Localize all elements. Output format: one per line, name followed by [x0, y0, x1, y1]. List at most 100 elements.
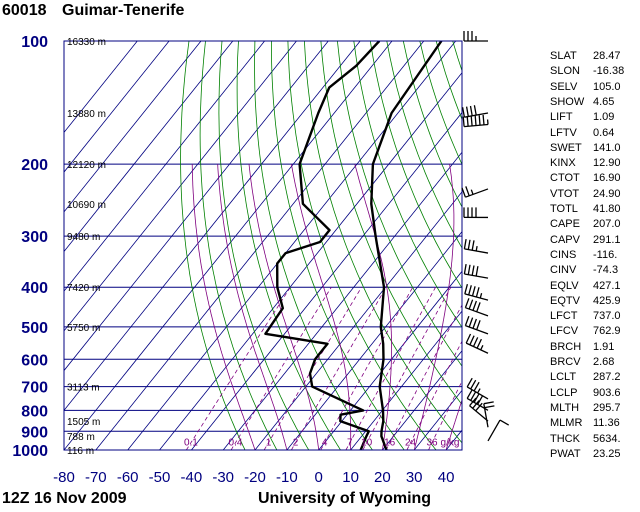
index-name: THCK — [550, 432, 580, 445]
index-value: 23.25 — [593, 447, 621, 460]
index-name: MLTH — [550, 401, 580, 414]
index-name: EQTV — [550, 294, 580, 307]
pressure-tick-label: 400 — [21, 280, 48, 297]
mixing-ratio-line — [320, 287, 414, 450]
isotherm-line — [64, 41, 138, 134]
dry-adiabat-line — [353, 41, 462, 329]
temperature-tick-label: -80 — [53, 469, 75, 486]
height-label: 7420 m — [67, 283, 100, 294]
index-name: SLAT — [550, 50, 577, 62]
index-value: 425.9 — [593, 294, 621, 307]
wind-barb — [465, 333, 489, 354]
wind-barb — [462, 114, 489, 128]
index-name: CINS — [550, 248, 577, 261]
index-value: 0.64 — [593, 126, 615, 139]
height-label: 788 m — [67, 432, 95, 443]
wind-barb — [463, 31, 488, 42]
pressure-tick-label: 900 — [21, 424, 48, 441]
index-value: 762.9 — [593, 325, 621, 338]
wind-barb — [464, 315, 489, 335]
moist-adiabat-line — [217, 164, 288, 450]
index-value: 28.47 — [593, 50, 621, 62]
dry-adiabat-line — [337, 41, 462, 367]
mixing-ratio-line — [185, 286, 291, 450]
pressure-tick-label: 600 — [21, 352, 48, 369]
index-name: SWET — [550, 141, 582, 154]
mixing-ratio-line — [428, 380, 462, 450]
wind-barb — [487, 419, 510, 442]
moist-adiabat-line — [413, 164, 455, 450]
isotherm-line — [64, 41, 170, 173]
index-value: 737.0 — [593, 310, 621, 323]
temperature-tick-label: 10 — [342, 469, 359, 486]
index-value: 427.1 — [593, 279, 621, 292]
index-value: 24.90 — [593, 187, 621, 200]
height-label: 16330 m — [67, 37, 106, 48]
sounding-time: 12Z 16 Nov 2009 — [2, 490, 127, 507]
index-name: BRCH — [550, 340, 582, 353]
isotherm-line — [254, 191, 462, 450]
index-value: -16.38 — [593, 65, 625, 78]
isotherm-line — [64, 41, 329, 372]
wind-barb — [461, 105, 489, 118]
temperature-tick-label: -60 — [117, 469, 139, 486]
pressure-tick-label: 100 — [21, 34, 48, 51]
index-value: 16.90 — [593, 172, 621, 185]
mixing-ratio-label: 1 — [266, 438, 272, 449]
index-name: LCLT — [550, 371, 577, 384]
index-value: 1.09 — [593, 111, 615, 124]
mixing-ratio-line — [291, 286, 387, 450]
mixing-ratio-label: 4 — [322, 438, 328, 449]
isotherm-line — [191, 111, 462, 450]
isotherm-line — [127, 41, 457, 450]
dry-adiabat-line — [236, 41, 341, 450]
wind-barb — [461, 186, 489, 198]
temperature-tick-label: -70 — [85, 469, 107, 486]
mixing-ratio-label: 36 — [426, 438, 438, 449]
temperature-tick-label: 20 — [374, 469, 391, 486]
wind-barb — [463, 207, 489, 219]
wind-barb — [483, 401, 495, 428]
index-name: SLON — [550, 65, 580, 78]
height-label: 12120 m — [67, 160, 106, 171]
height-label: 1505 m — [67, 417, 100, 428]
dewpoint-profile-line — [264, 41, 381, 450]
temperature-profile-line — [370, 41, 443, 450]
index-value: 295.7 — [593, 401, 621, 414]
index-value: 141.0 — [593, 141, 621, 154]
temperature-tick-label: -20 — [244, 469, 266, 486]
isotherm-line — [64, 41, 361, 411]
index-name: BRCV — [550, 356, 581, 368]
index-value: 2.68 — [593, 356, 615, 368]
pressure-tick-label: 1000 — [12, 443, 48, 460]
temperature-tick-label: -50 — [149, 469, 171, 486]
index-name: KINX — [550, 157, 576, 170]
dry-adiabat-line — [402, 41, 462, 208]
index-name: LFCV — [550, 325, 579, 338]
mixing-ratio-line — [230, 286, 332, 450]
wind-barb — [464, 284, 489, 301]
height-label: 13880 m — [67, 109, 106, 120]
mixing-ratio-label: 2 — [293, 438, 299, 449]
wind-barb — [469, 397, 489, 422]
mixing-ratio-label: 16 — [384, 438, 396, 449]
isotherm-line — [64, 41, 297, 332]
index-name: LFTV — [550, 126, 577, 139]
index-name: LIFT — [550, 111, 573, 124]
isotherm-line — [64, 41, 234, 253]
temperature-tick-label: -30 — [212, 469, 234, 486]
dry-adiabat-line — [180, 41, 246, 450]
isotherm-line — [286, 231, 462, 450]
isotherm-line — [318, 270, 462, 450]
index-name: CTOT — [550, 172, 580, 185]
pressure-tick-label: 200 — [21, 157, 48, 174]
dry-adiabat-line — [304, 41, 462, 444]
dry-adiabat-line — [369, 41, 462, 289]
index-name: LFCT — [550, 310, 578, 323]
index-value: -74.3 — [593, 264, 619, 277]
height-label: 9480 m — [67, 232, 100, 243]
dry-adiabat-line — [199, 41, 278, 450]
pressure-tick-label: 300 — [21, 229, 48, 246]
isotherm-line — [222, 151, 462, 450]
